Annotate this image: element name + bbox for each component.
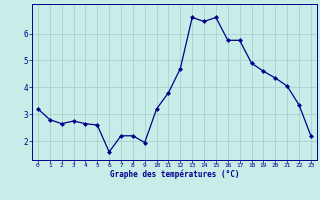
X-axis label: Graphe des températures (°C): Graphe des températures (°C) <box>110 170 239 179</box>
